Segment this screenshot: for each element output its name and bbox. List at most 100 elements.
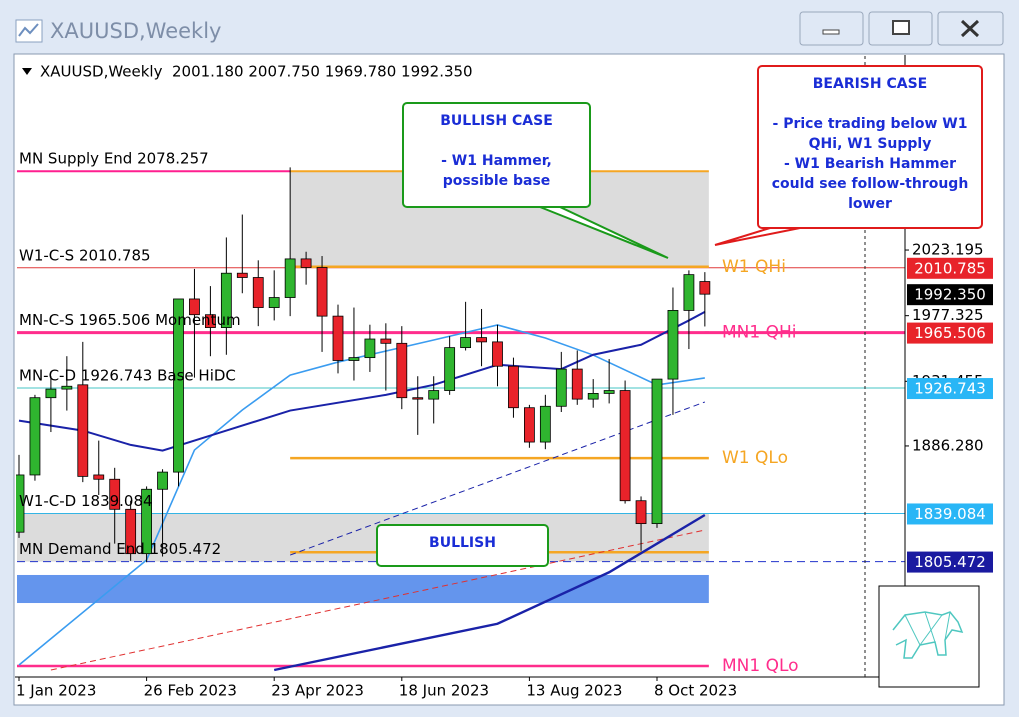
level-label: W1-C-S 2010.785 [19,246,151,264]
candle-body [93,474,105,480]
candle-body [173,298,184,473]
window-title: XAUUSD,Weekly [50,19,221,43]
price-label-box [907,551,993,573]
callout-box [402,102,591,208]
candle-body [61,385,73,390]
level-label: MN-C-S 1965.506 Momentum [19,311,241,329]
candle-body [460,337,472,349]
callout-text: lower [848,196,892,212]
price-label-box [907,257,993,279]
x-tick-label: 23 Apr 2023 [271,682,364,700]
callout-text: BEARISH CASE [813,76,928,92]
candle-body [220,272,232,328]
price-label-box [907,284,993,306]
x-tick-label: 8 Oct 2023 [654,682,737,700]
price-label: 1805.472 [914,553,986,571]
moving-line [18,310,706,452]
candle-body [204,314,216,328]
candle-body [571,368,583,400]
moving-line [50,529,705,671]
quarter-level-label: MN1 QHi [722,323,797,343]
price-label: 1926.743 [914,380,986,398]
callout-box [376,524,549,567]
callout-text: BULLISH [429,535,496,551]
candle-body [444,347,456,391]
price-label-box [907,322,993,344]
price-label: 1965.506 [914,324,986,342]
candle-body [332,315,344,361]
candle-body [539,405,551,443]
close-button[interactable] [937,11,1004,46]
callout-box [757,65,983,229]
level-label: MN Demand End 1805.472 [19,540,221,558]
callout-text: possible base [443,173,551,189]
candle-body [476,337,487,343]
header-arrow [22,68,32,75]
candle-body [619,390,631,502]
candle-body [348,357,360,361]
candle-body [125,508,137,555]
window-icon [15,19,43,43]
candle-body [236,272,248,278]
y-tick-label: 1886.280 [912,436,984,454]
quarter-level-label: W1 QHi [722,257,786,277]
candle-body [45,388,57,399]
candle-body [699,281,711,295]
candle-body [524,407,535,443]
y-tick-label: 2023.195 [912,241,984,259]
level-label: MN Supply End 2078.257 [19,150,209,168]
candle-body [189,298,200,316]
bear-logo [878,585,980,688]
candle-body [555,368,567,407]
quarter-level-label: MN1 QLo [722,656,799,676]
candle-body [603,390,615,394]
y-tick-label: 1977.325 [912,306,984,324]
candle-body [412,397,424,400]
candle-body [508,365,519,409]
candle-body [157,471,168,490]
minimize-button[interactable] [799,11,864,46]
callout-text: - W1 Bearish Hammer [784,156,956,172]
callout-text: could see follow-through [772,176,969,192]
candle-body [300,258,312,268]
moving-line [289,401,706,556]
candle-body [635,500,647,525]
x-tick-label: 13 Aug 2023 [526,682,622,700]
restore-button[interactable] [868,11,933,46]
quarter-level-label: W1 QLo [722,448,788,468]
candle-body [428,390,440,400]
candle-body [268,297,280,308]
candle-body [77,384,89,477]
level-label: MN-C-D 1926.743 Base HiDC [19,367,236,385]
price-label: 1992.350 [914,286,986,304]
annotations: MN Supply End 2078.257 W1-C-S 2010.785 MN-… [19,65,983,676]
candle-body [364,338,376,359]
x-tick-label: 26 Feb 2023 [144,682,237,700]
price-label-box [907,503,993,525]
candle-body [284,258,296,298]
candle-body [683,274,695,311]
price-label: 1839.084 [914,505,986,523]
x-tick-label: 1 Jan 2023 [16,682,96,700]
candle-body [141,488,153,555]
candle-body [380,338,392,344]
candle-body [587,393,599,400]
moving-line [273,513,706,672]
callout-text: BULLISH CASE [440,113,553,129]
candle-body [667,310,679,380]
candle-body [16,474,25,533]
candle-body [252,277,264,308]
candle-body [651,378,663,525]
candle-body [396,342,408,399]
callout-text: - W1 Hammer, [441,153,552,169]
candle-body [492,341,503,367]
candle-body [316,267,328,317]
price-label-box [907,378,993,400]
candle-body [29,397,41,476]
price-label: 2010.785 [914,259,986,277]
zone [17,574,709,604]
chart-header: XAUUSD,Weekly 2001.180 2007.750 1969.780… [40,63,473,81]
candle-body [109,478,121,510]
x-tick-label: 18 Jun 2023 [399,682,489,700]
